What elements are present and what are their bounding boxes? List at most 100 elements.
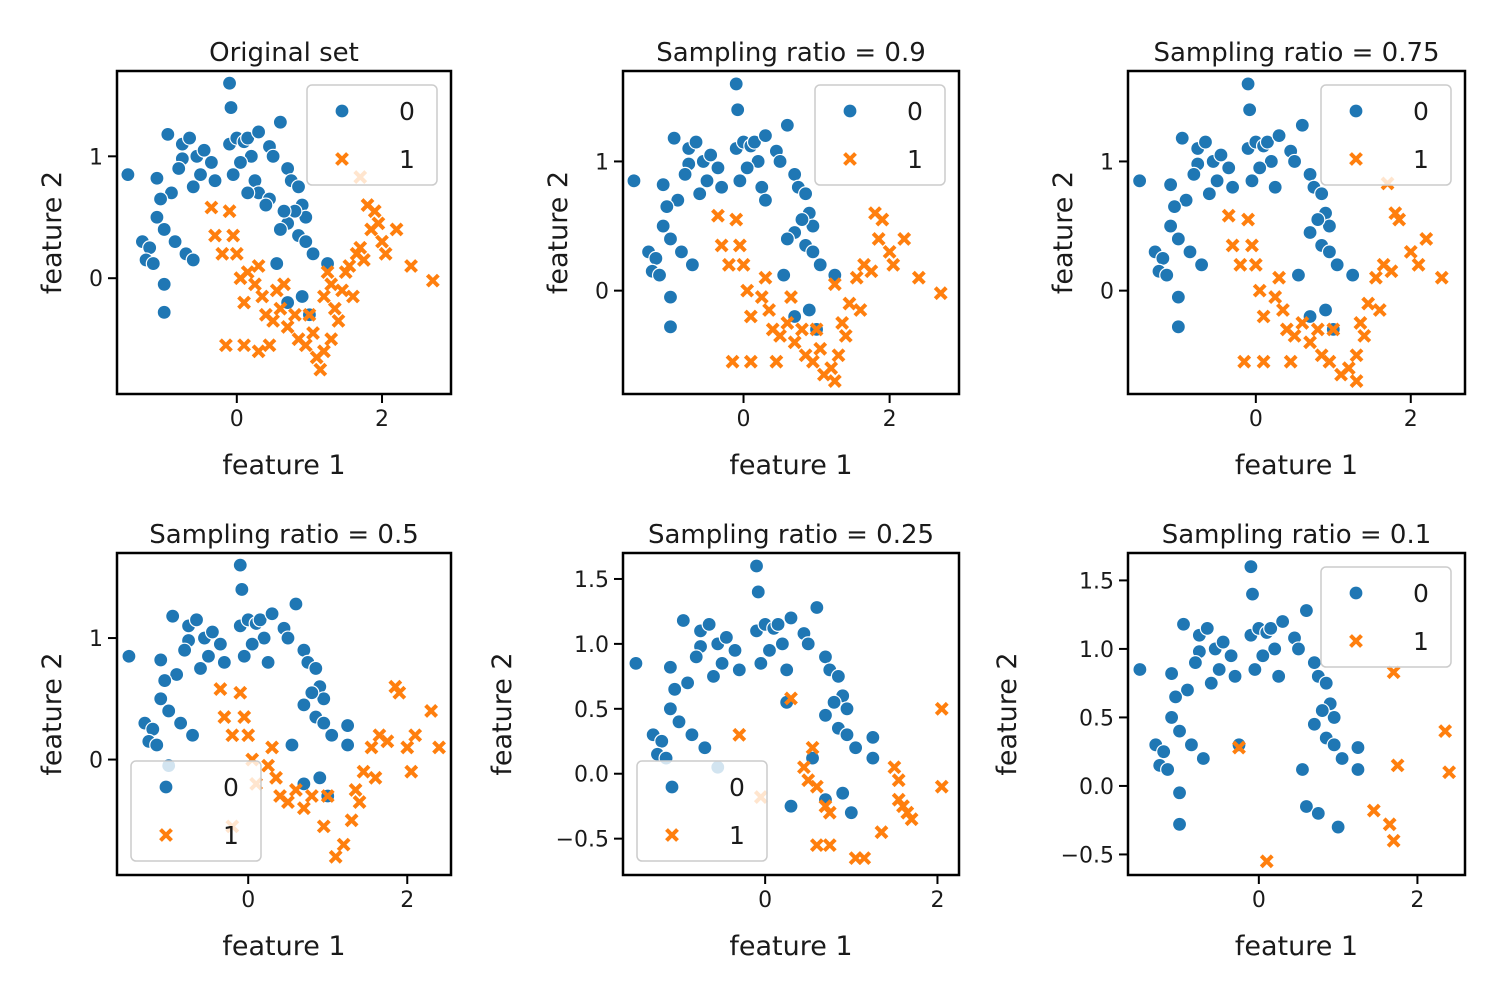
point-class-0 xyxy=(272,114,288,130)
y-tick-label: 0 xyxy=(89,267,103,292)
point-class-0 xyxy=(1221,160,1237,176)
point-class-0 xyxy=(1193,257,1210,273)
point-class-1 xyxy=(287,307,302,322)
legend-marker-class-0 xyxy=(158,779,174,795)
point-class-0 xyxy=(165,608,181,624)
legend-box xyxy=(1320,84,1452,186)
point-class-1 xyxy=(934,701,949,716)
point-class-1 xyxy=(317,344,331,359)
point-class-1 xyxy=(721,257,736,272)
point-class-1 xyxy=(280,320,295,334)
point-class-1 xyxy=(891,773,906,788)
x-tick-label: 2 xyxy=(930,888,944,913)
point-class-0 xyxy=(316,691,332,707)
point-class-0 xyxy=(688,134,704,150)
point-class-1 xyxy=(1384,264,1399,279)
point-class-0 xyxy=(280,630,296,646)
point-class-0 xyxy=(1132,173,1148,189)
point-class-0 xyxy=(265,148,281,164)
point-class-0 xyxy=(1329,257,1345,273)
point-class-0 xyxy=(1187,655,1204,671)
point-class-1 xyxy=(934,779,949,794)
point-class-0 xyxy=(727,642,743,658)
point-class-1 xyxy=(324,277,339,292)
point-class-0 xyxy=(1294,761,1311,778)
point-class-0 xyxy=(839,701,855,717)
x-axis-label: feature 1 xyxy=(729,450,852,481)
point-class-1 xyxy=(375,234,389,249)
point-class-0 xyxy=(714,179,730,195)
y-tick-label: 0 xyxy=(1100,280,1114,305)
point-class-1 xyxy=(736,257,751,272)
point-class-0 xyxy=(304,685,320,701)
point-class-0 xyxy=(196,142,212,158)
point-class-0 xyxy=(731,662,747,678)
point-class-0 xyxy=(1170,231,1186,247)
point-class-0 xyxy=(753,655,769,671)
x-tick-label: 0 xyxy=(1252,888,1266,913)
point-class-0 xyxy=(1286,153,1303,170)
point-class-1 xyxy=(887,760,902,775)
x-tick-label: 0 xyxy=(230,407,244,432)
point-class-1 xyxy=(797,760,811,775)
point-class-0 xyxy=(182,130,198,146)
point-class-0 xyxy=(250,124,267,140)
point-class-0 xyxy=(677,166,693,182)
data-points xyxy=(120,75,440,377)
point-class-0 xyxy=(748,558,765,574)
point-class-0 xyxy=(655,218,671,234)
point-class-0 xyxy=(232,557,248,573)
point-class-0 xyxy=(204,624,221,640)
point-class-1 xyxy=(809,322,824,337)
y-axis-label: feature 2 xyxy=(487,652,518,775)
point-class-1 xyxy=(1353,316,1368,330)
point-class-0 xyxy=(772,153,788,170)
point-class-0 xyxy=(809,599,825,616)
point-class-1 xyxy=(320,265,335,280)
point-class-1 xyxy=(743,309,758,324)
point-class-0 xyxy=(1345,267,1361,283)
point-class-0 xyxy=(779,117,795,133)
point-class-0 xyxy=(1175,616,1192,632)
point-class-0 xyxy=(1213,147,1229,163)
y-tick-label: 0.0 xyxy=(1079,775,1114,800)
point-class-1 xyxy=(1256,354,1271,369)
point-class-0 xyxy=(1326,709,1342,726)
point-class-1 xyxy=(392,685,407,700)
point-class-0 xyxy=(216,654,232,670)
legend-label: 1 xyxy=(399,145,415,174)
point-class-1 xyxy=(266,313,281,328)
point-class-0 xyxy=(739,160,755,176)
point-class-0 xyxy=(710,160,726,176)
point-class-1 xyxy=(1276,303,1290,317)
point-class-1 xyxy=(732,727,747,742)
point-class-0 xyxy=(1195,750,1211,767)
point-class-1 xyxy=(237,338,251,353)
point-class-1 xyxy=(933,286,948,301)
point-class-1 xyxy=(1248,257,1263,272)
point-class-0 xyxy=(1267,641,1283,657)
point-class-0 xyxy=(692,186,708,202)
point-class-1 xyxy=(1283,354,1298,369)
axes-frame xyxy=(621,69,961,396)
point-class-0 xyxy=(236,648,252,664)
point-class-1 xyxy=(864,264,879,279)
point-class-0 xyxy=(680,675,696,691)
point-class-1 xyxy=(1233,257,1248,272)
point-class-1 xyxy=(208,228,222,243)
point-class-1 xyxy=(313,362,328,377)
point-class-0 xyxy=(305,246,321,262)
y-tick-label: 1 xyxy=(595,150,609,175)
point-class-0 xyxy=(703,147,719,163)
point-class-1 xyxy=(331,313,346,328)
point-class-0 xyxy=(149,170,165,186)
point-class-0 xyxy=(1197,134,1214,150)
legend-marker-class-0 xyxy=(842,103,858,119)
point-class-0 xyxy=(798,186,814,202)
point-class-1 xyxy=(1326,322,1341,337)
point-class-0 xyxy=(184,727,201,743)
point-class-0 xyxy=(714,655,730,671)
point-class-0 xyxy=(659,199,675,215)
legend-box xyxy=(636,760,768,862)
point-class-0 xyxy=(294,288,310,305)
